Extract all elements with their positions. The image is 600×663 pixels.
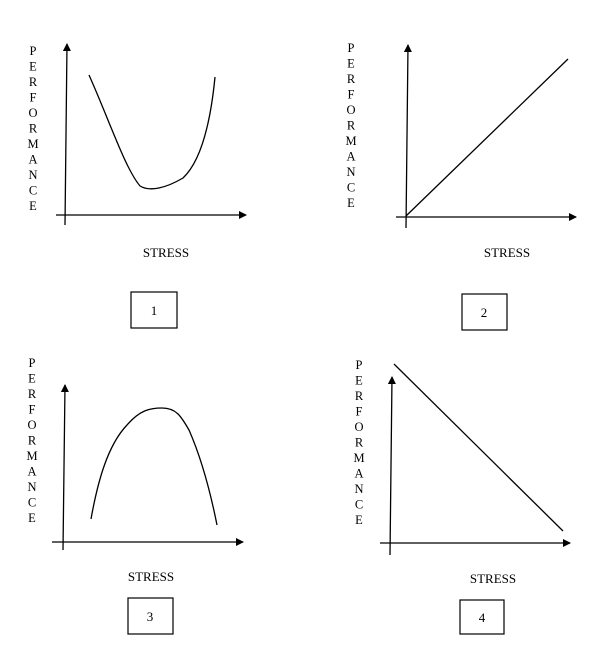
panel-3-number: 3 [147, 609, 154, 624]
panel-3-x-axis-label: STRESS [128, 569, 174, 584]
panel-4-x-axis-label: STRESS [470, 571, 516, 586]
panel-1-x-axis-label: STRESS [143, 245, 189, 260]
panel-4-number: 4 [479, 610, 486, 625]
panel-3-y-axis [60, 384, 69, 551]
panel-2-number-box [461, 293, 508, 331]
panel-1-y-axis [62, 43, 71, 226]
panel-2-x-axis-label: STRESS [484, 245, 530, 260]
panel-1-number: 1 [151, 303, 158, 318]
panel-2-y-axis [403, 44, 412, 229]
panel-1-number-box [130, 291, 178, 329]
panel-3-number-box [127, 597, 174, 635]
panel-4-number-box [459, 599, 505, 635]
panel-1-u-shaped-curve [88, 74, 216, 190]
panel-4-y-axis [387, 376, 396, 556]
panel-3-inverted-u-curve [90, 407, 218, 526]
panel-2-rising-line [405, 58, 569, 217]
panel-4-falling-line [393, 363, 564, 532]
panel-2-number: 2 [481, 305, 488, 320]
